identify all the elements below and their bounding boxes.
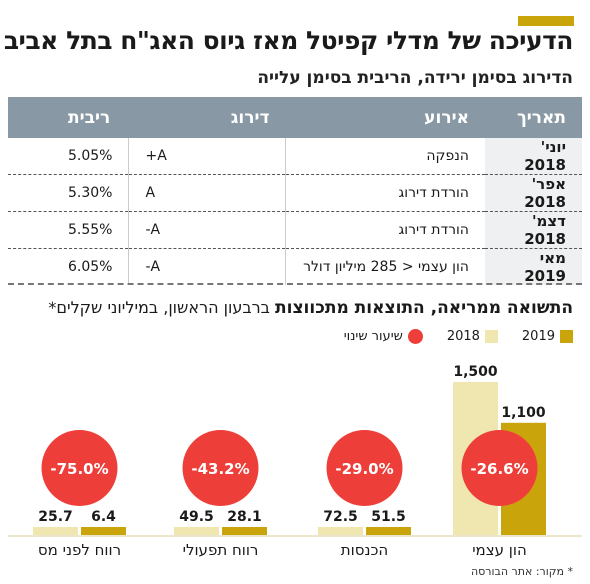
change-circle-equity [461,430,538,506]
row-rating: A- [128,248,286,285]
ratings-table: תאריך אירוע דירוג ריבית יוני' 2018 הנפקה… [8,97,582,285]
bar-2019-revenue [366,527,411,535]
change-circle-revenue [326,430,403,506]
value-label-2018-equity: 1,500 [453,364,498,380]
header-yield: ריבית [8,97,129,138]
legend-label-2018: 2018 [446,329,480,344]
change-label-revenue: -29.0% [335,460,393,478]
value-label-2018-operating-profit: 49.5 [179,509,214,525]
bar-2019-pretax-profit [81,527,126,535]
value-label-2019-equity: 1,100 [501,405,546,421]
row-rating: A- [128,211,286,249]
header-date: תאריך [484,97,582,138]
row-event: הנפקה [284,138,485,175]
row-yield: 5.55% [8,211,129,249]
legend-swatch-2019 [560,330,573,343]
legend-item-2018: 2018 [447,329,498,344]
legend-label-2019: 2019 [521,329,555,344]
row-date: אפר' 2018 [484,174,582,212]
table-row: דצמ' 2018 הורדת דירוג A- 5.55% [8,211,582,249]
row-date: דצמ' 2018 [484,211,582,249]
legend-item-2019: 2019 [522,329,573,344]
category-label-operating-profit: רווח תפעולי [183,541,259,559]
source-note: * מקור: אתר הבורסה [470,565,573,578]
bar-2019-operating-profit [222,527,267,535]
row-event: הון עצמי < 285 מיליון דולר [284,248,485,285]
results-chart: 1,500 1,100 -26.6% הון עצמי 72.5 51.5 -29.0% הכ… [8,364,582,559]
row-yield: 6.05% [68,259,113,275]
change-label-operating-profit: -43.2% [191,460,249,478]
row-date: מאי 2019 [484,248,582,285]
legend-swatch-change [407,329,423,344]
bar-2018-operating-profit [174,527,219,535]
change-circle-pretax-profit [41,430,118,506]
bar-2018-pretax-profit [33,527,78,535]
row-rating: A [128,174,286,212]
table-header-row: תאריך אירוע דירוג ריבית [8,97,582,138]
value-label-2019-operating-profit: 28.1 [227,509,262,525]
value-label-2018-revenue: 72.5 [323,509,358,525]
table-row: אפר' 2018 הורדת דירוג A 5.30% [8,174,582,212]
row-yield: 5.30% [8,174,129,212]
value-label-2018-pretax-profit: 25.7 [38,509,73,525]
category-label-pretax-profit: רווח לפני מס [38,541,121,559]
change-label-pretax-profit: -75.0% [50,460,108,478]
table-row: מאי 2019 הון עצמי < 285 מיליון דולר A- 6… [8,248,582,285]
row-event: הורדת דירוג [284,211,485,249]
chart-legend: 2019 2018 שיעור שינוי [326,329,573,344]
chart-title-rest: ברבעון הראשון, במיליוני שקלים* [48,298,275,317]
chart-title-bold: התשואה ממריאה, התוצאות מתכווצות [275,298,573,318]
row-event: הורדת דירוג [284,174,485,212]
section-divider [8,283,582,285]
page-title: הדעיכה של מדלי קפיטל מאז גיוס האג"ח בתל … [3,26,574,55]
table-subtitle: הדירוג בסימן ירידה, הריבית בסימן עלייה [257,68,573,88]
row-rating: A+ [128,138,286,175]
legend-item-change: שיעור שינוי [344,329,423,344]
legend-swatch-2018 [484,330,498,343]
change-circle-operating-profit [182,430,259,506]
row-yield: 5.05% [8,138,129,175]
bar-2018-revenue [318,527,363,535]
category-label-revenue: הכנסות [341,541,388,559]
header-event: אירוע [285,97,485,138]
value-label-2019-pretax-profit: 6.4 [91,509,116,525]
row-date: יוני' 2018 [484,138,582,175]
value-label-2019-revenue: 51.5 [371,509,406,525]
legend-label-change: שיעור שינוי [343,329,403,344]
change-label-equity: -26.6% [470,460,528,478]
accent-bar [518,16,574,26]
chart-title: התשואה ממריאה, התוצאות מתכווצות ברבעון ה… [48,298,573,318]
header-rating: דירוג [128,97,286,138]
category-label-equity: הון עצמי [472,541,527,559]
table-row: יוני' 2018 הנפקה A+ 5.05% [8,138,582,175]
